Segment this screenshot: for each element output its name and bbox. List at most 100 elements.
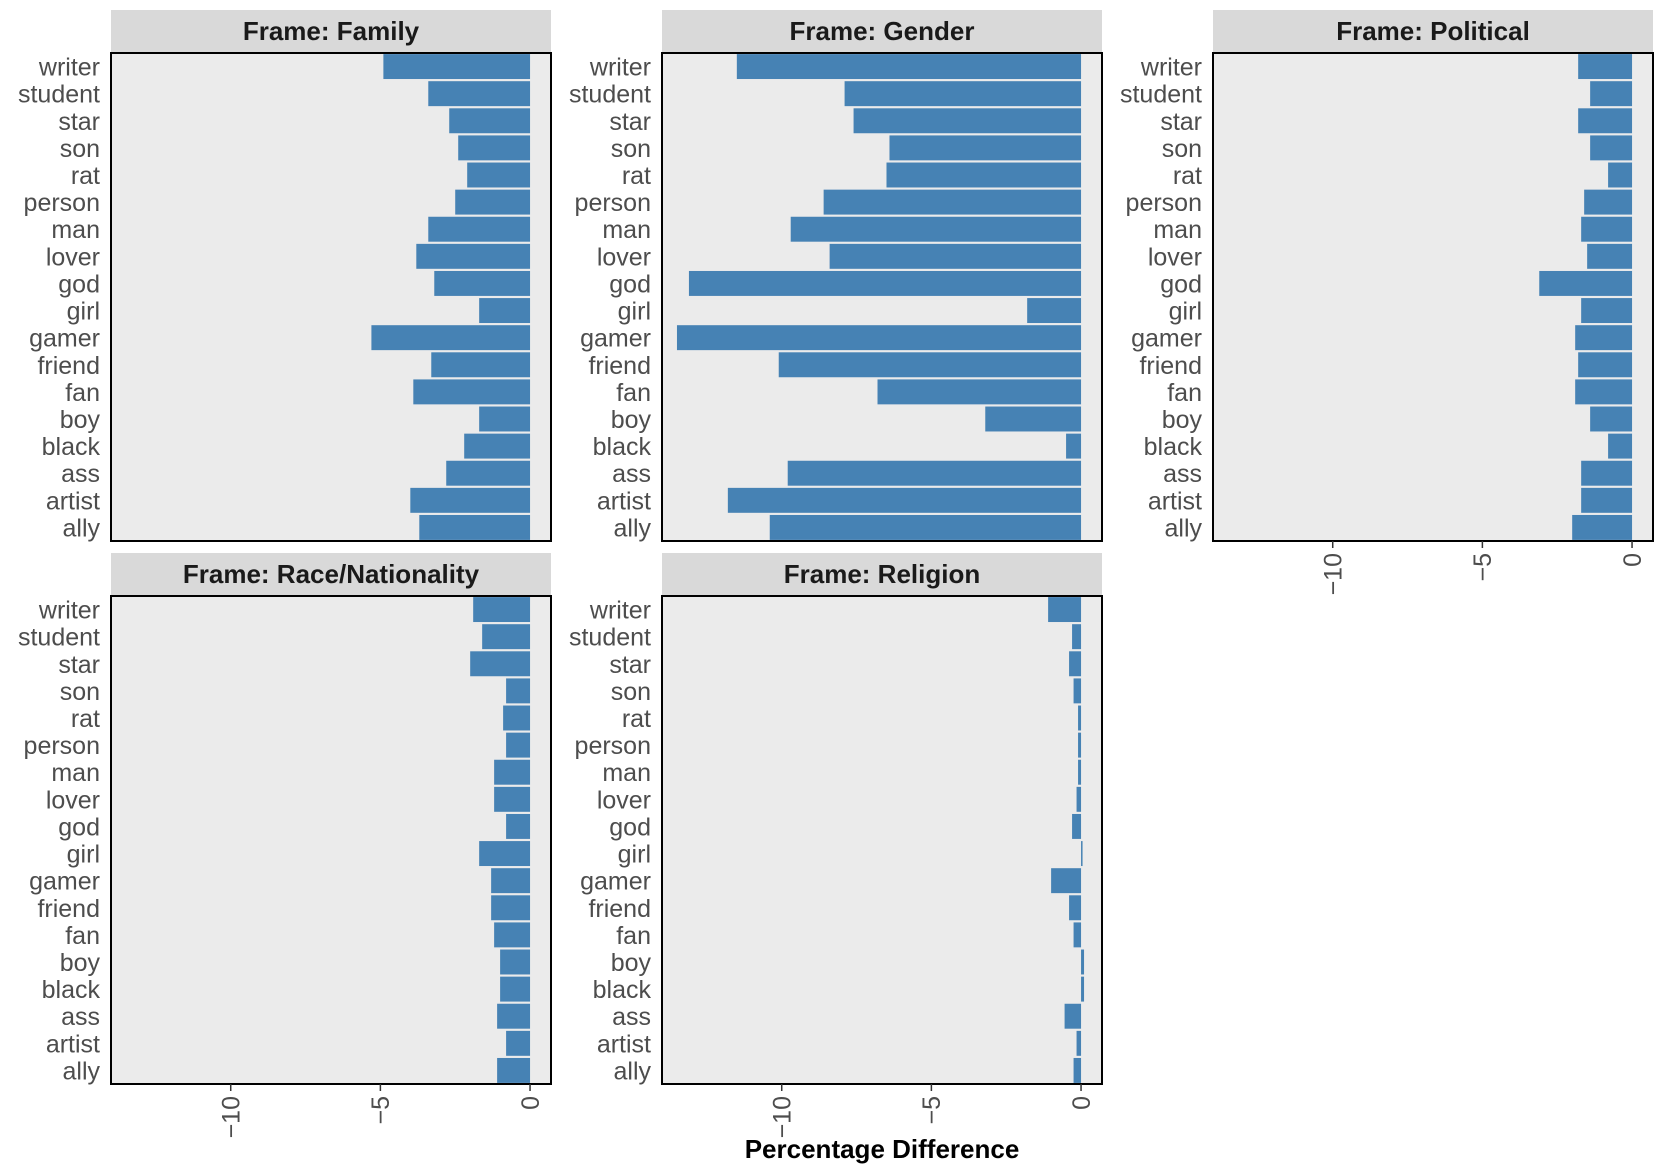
bar-gamer [371,325,531,351]
panel-border [661,595,1103,1085]
bar-fan [413,379,531,405]
category-label: writer [589,54,651,82]
bar-artist [1076,1030,1082,1056]
bar-fan [494,922,531,948]
category-label: gamer [580,325,651,353]
x-tick-label: −5 [1469,553,1497,582]
bar-son [458,135,531,161]
category-label: person [1126,189,1202,217]
bar-rat [503,705,531,731]
facet-race-nationality: Frame: Race/Nationality writerstudentstar… [18,553,552,1138]
category-label: god [609,270,651,298]
bar-man [494,759,531,785]
facet-strip [111,553,551,595]
bar-star [470,651,531,677]
bar-friend [1069,895,1082,921]
bar-black [1066,433,1082,459]
bar-god [688,270,1082,296]
panel-background [662,596,1102,1084]
bar-girl [1581,298,1633,324]
bar-student [428,81,531,107]
facet-title: Frame: Family [243,16,420,46]
bar-black [500,976,531,1002]
bar-star [449,108,531,134]
bar-artist [727,487,1082,513]
x-tick-label: −10 [1319,553,1347,595]
category-label: rat [1173,162,1202,190]
bar-rat [467,162,531,188]
x-tick-label: −10 [768,1096,796,1138]
category-label: person [575,189,651,217]
bar-friend [491,895,531,921]
category-label: girl [1169,298,1202,326]
category-label: friend [1139,352,1202,380]
panel-border [110,52,552,542]
bar-son [889,135,1082,161]
category-label: star [1160,108,1202,136]
category-label: boy [611,949,652,977]
facet-gender: Frame: Gender writerstudentstarsonratpers… [569,10,1103,542]
category-label: ally [62,514,100,542]
category-label: gamer [580,868,651,896]
category-label: ally [613,1057,651,1085]
bar-fan [1073,922,1082,948]
bar-ass [1064,1003,1082,1029]
category-label: fan [616,922,651,950]
x-tick-label: 0 [1619,553,1647,567]
bar-black [464,433,531,459]
bar-god [1072,813,1082,839]
category-label: boy [60,406,101,434]
bar-lover [1587,243,1633,269]
bar-star [1578,108,1633,134]
category-label: son [611,678,651,706]
bar-man [1581,216,1633,242]
bar-gamer [491,868,531,894]
category-label: fan [65,922,100,950]
bar-writer [473,597,531,623]
panel-border [661,52,1103,542]
bar-boy [1590,406,1633,432]
category-label: man [51,759,100,787]
bar-girl [1081,841,1083,867]
category-label: boy [611,406,652,434]
bar-artist [1581,487,1633,513]
category-label: artist [46,487,100,515]
bar-writer [1048,597,1082,623]
bar-writer [1578,54,1633,80]
bar-person [823,189,1082,215]
bar-man [428,216,531,242]
category-label: writer [1140,54,1202,82]
category-label: fan [1167,379,1202,407]
x-tick-label: −5 [918,1096,946,1125]
category-label: lover [46,243,100,271]
facet-strip [111,10,551,52]
bar-god [434,270,531,296]
bar-gamer [1575,325,1633,351]
bar-artist [410,487,531,513]
bar-man [1078,759,1082,785]
facet-political: Frame: Political writerstudentstarsonratp… [1120,10,1654,595]
bar-girl [479,298,531,324]
bar-ally [769,514,1082,540]
category-label: friend [37,895,100,923]
category-label: god [58,270,100,298]
facet-title: Frame: Gender [790,16,975,46]
panel-background [662,53,1102,541]
category-label: god [58,813,100,841]
category-label: friend [588,895,651,923]
category-label: son [1162,135,1202,163]
bar-boy [985,406,1082,432]
bar-lover [1076,786,1082,812]
category-label: girl [67,841,100,869]
category-label: god [1160,270,1202,298]
bar-man [790,216,1082,242]
bar-person [1584,189,1633,215]
category-label: ally [1164,514,1202,542]
bar-lover [416,243,531,269]
category-label: son [60,135,100,163]
panel-background [111,596,551,1084]
category-label: ally [62,1057,100,1085]
bar-star [853,108,1082,134]
bar-gamer [1051,868,1082,894]
x-tick-label: −10 [217,1096,245,1138]
